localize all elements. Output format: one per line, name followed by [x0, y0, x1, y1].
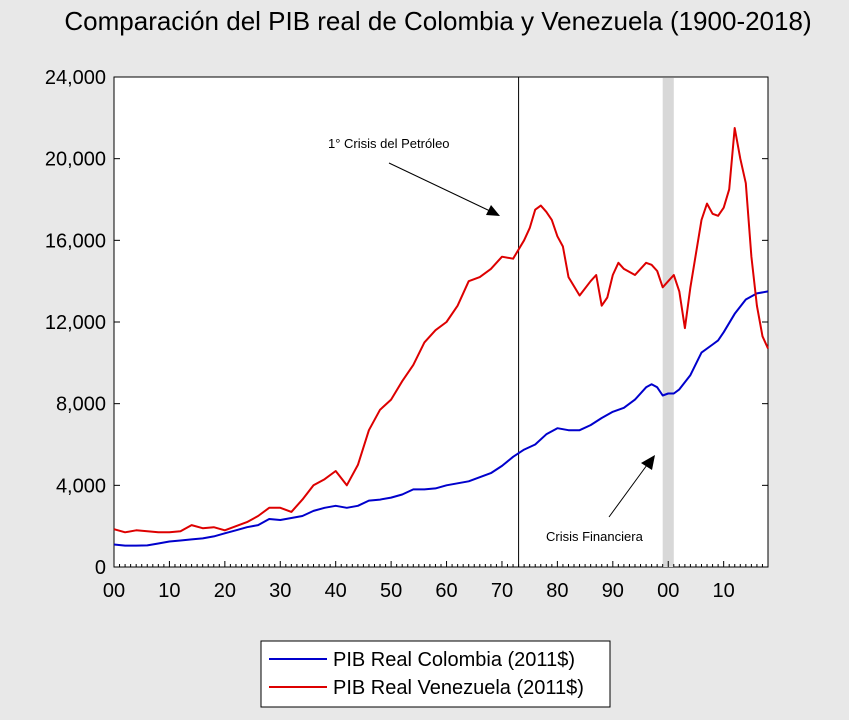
- financial-crisis-annotation: Crisis Financiera: [546, 529, 644, 544]
- chart-title: Comparación del PIB real de Colombia y V…: [64, 6, 811, 36]
- oil-crisis-arrowhead: [486, 205, 500, 216]
- y-tick-label: 0: [95, 557, 106, 579]
- x-tick-label: 60: [435, 580, 457, 602]
- legend: PIB Real Colombia (2011$) PIB Real Venez…: [260, 640, 611, 708]
- series-layer: [113, 127, 769, 547]
- y-axis: 0 4,000 8,000 12,000 16,000 20,000 24,000: [45, 67, 768, 579]
- x-tick-label: 00: [103, 580, 125, 602]
- oil-crisis-annotation: 1° Crisis del Petróleo: [328, 136, 450, 151]
- y-tick-label: 8,000: [56, 394, 106, 416]
- x-tick-label: 70: [491, 580, 513, 602]
- x-axis: 00 10 20 30 40 50 60 70 80 90 00 10: [103, 561, 769, 602]
- series-line-venezuela: [113, 127, 769, 534]
- series-line-colombia: [113, 290, 769, 547]
- x-tick-label: 00: [657, 580, 679, 602]
- y-tick-label: 24,000: [45, 67, 106, 89]
- x-tick-label: 80: [546, 580, 568, 602]
- financial-crisis-arrow: [608, 464, 648, 518]
- x-tick-label: 90: [602, 580, 624, 602]
- financial-crisis-arrowhead: [641, 455, 655, 470]
- x-tick-label: 30: [269, 580, 291, 602]
- x-tick-label: 40: [325, 580, 347, 602]
- x-tick-label: 10: [713, 580, 735, 602]
- y-tick-label: 20,000: [45, 149, 106, 171]
- oil-crisis-arrow: [388, 162, 491, 212]
- legend-label-colombia: PIB Real Colombia (2011$): [333, 649, 575, 671]
- x-tick-label: 20: [214, 580, 236, 602]
- y-tick-label: 12,000: [45, 312, 106, 334]
- y-tick-label: 4,000: [56, 475, 106, 497]
- legend-label-venezuela: PIB Real Venezuela (2011$): [333, 677, 584, 699]
- financial-crisis-band: [662, 78, 674, 567]
- plot-area: [113, 76, 769, 568]
- legend-box: [260, 640, 611, 708]
- x-tick-label: 50: [380, 580, 402, 602]
- y-tick-label: 16,000: [45, 230, 106, 252]
- x-tick-label: 10: [158, 580, 180, 602]
